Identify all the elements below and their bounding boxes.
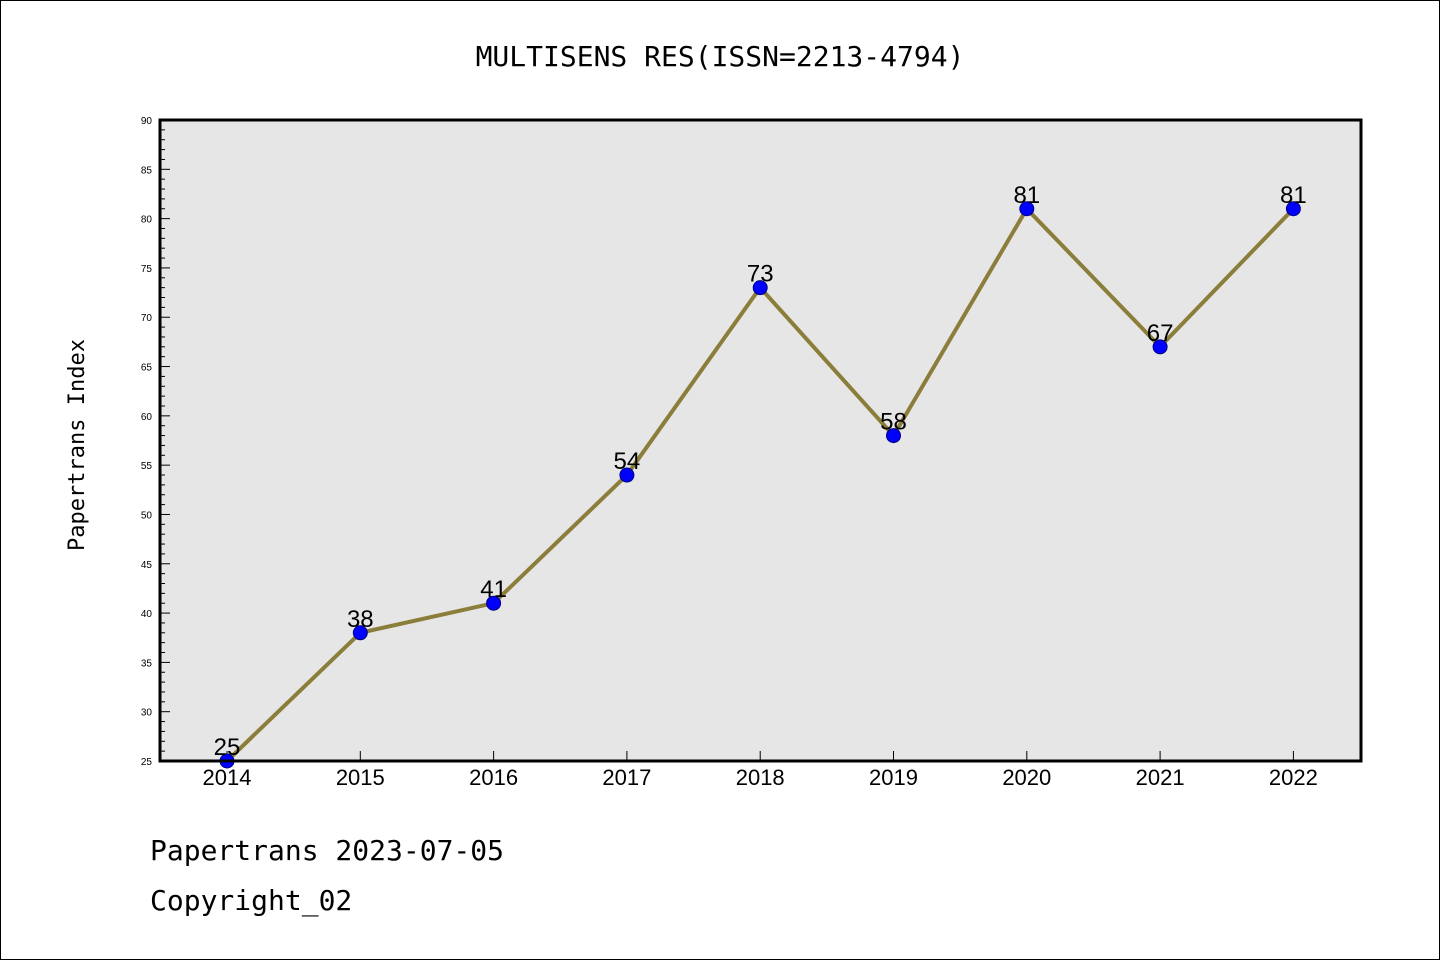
y-tick-label: 60 xyxy=(141,412,153,423)
axis-ticks: 25 30 35 40 45 50 55 60 65 70 75 80 85 90 2014 2015 2016… xyxy=(141,116,1318,790)
chart-title: MULTISENS RES(ISSN=2213-4794) xyxy=(476,40,965,73)
x-tick-label: 2022 xyxy=(1269,765,1318,790)
y-tick-label: 50 xyxy=(141,510,153,521)
data-point xyxy=(1285,201,1301,217)
data-label: 38 xyxy=(347,606,374,633)
y-tick-label: 45 xyxy=(141,560,153,571)
data-label: 25 xyxy=(214,734,241,761)
data-label: 54 xyxy=(614,448,641,475)
data-point xyxy=(619,467,635,483)
x-tick-label: 2017 xyxy=(602,765,651,790)
data-label: 58 xyxy=(880,409,907,436)
y-axis-label: Papertrans Index xyxy=(65,339,90,551)
y-tick-label: 85 xyxy=(141,165,153,176)
data-point xyxy=(886,428,901,444)
x-tick-label: 2019 xyxy=(869,765,918,790)
y-tick-label: 65 xyxy=(141,363,153,374)
data-label: 73 xyxy=(747,261,774,288)
y-tick-label: 90 xyxy=(141,116,153,127)
y-tick-label: 55 xyxy=(141,461,153,472)
y-tick-label: 30 xyxy=(141,708,153,719)
x-tick-label: 2020 xyxy=(1002,765,1051,790)
x-tick-label: 2016 xyxy=(469,765,518,790)
y-tick-label: 80 xyxy=(141,215,153,226)
x-tick-label: 2014 xyxy=(203,765,252,790)
series-layer: 25 38 41 54 73 58 81 67 81 xyxy=(214,182,1307,769)
data-point xyxy=(752,280,768,296)
data-point xyxy=(486,595,502,611)
footer-date: Papertrans 2023-07-05 xyxy=(150,834,505,867)
data-point xyxy=(1152,339,1168,355)
data-label: 81 xyxy=(1013,182,1040,209)
data-label: 41 xyxy=(480,576,507,603)
y-tick-label: 40 xyxy=(141,609,153,620)
data-label: 81 xyxy=(1280,182,1307,209)
data-point xyxy=(1019,201,1035,217)
data-point xyxy=(352,625,368,641)
data-label: 67 xyxy=(1147,320,1174,347)
plot-border xyxy=(158,118,1363,763)
x-tick-label: 2021 xyxy=(1136,765,1185,790)
y-tick-label: 35 xyxy=(141,658,153,669)
y-tick-label: 25 xyxy=(141,757,153,768)
x-tick-label: 2015 xyxy=(336,765,385,790)
y-tick-label: 75 xyxy=(141,264,153,275)
y-tick-label: 70 xyxy=(141,313,153,324)
footer-copyright: Copyright_02 xyxy=(150,884,353,917)
plot-area xyxy=(160,120,1361,761)
x-tick-label: 2018 xyxy=(736,765,785,790)
